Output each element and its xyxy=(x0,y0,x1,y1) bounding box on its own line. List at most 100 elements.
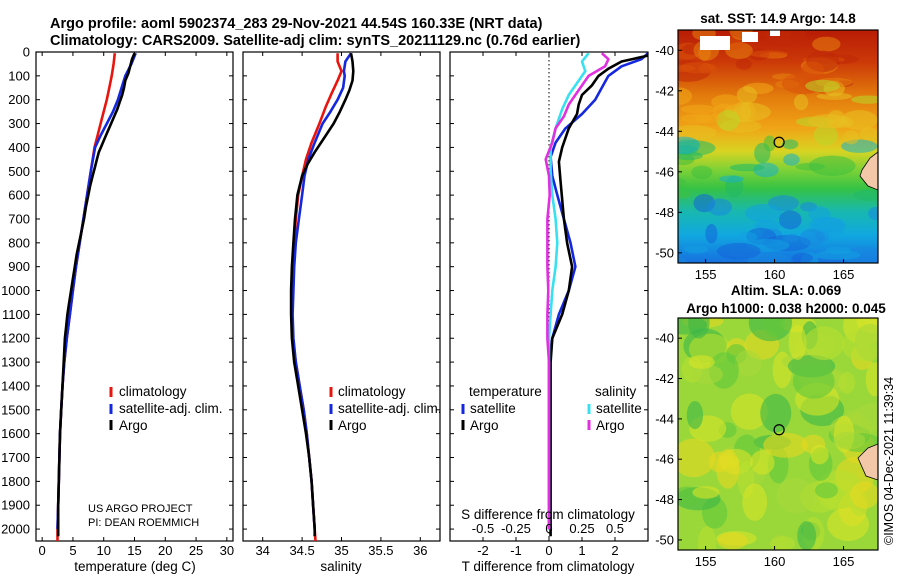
sst-texture xyxy=(736,86,758,104)
legend-label-t-argo: Argo xyxy=(470,418,499,433)
sla-texture xyxy=(692,486,720,499)
temperature-plot xyxy=(56,52,137,541)
sst-texture xyxy=(812,36,841,52)
salinity-legend: climatology satellite-adj. clim. Argo xyxy=(329,384,442,433)
depth-tick-label: 1200 xyxy=(1,331,30,346)
sst-texture xyxy=(868,206,878,221)
sst-texture xyxy=(851,95,878,104)
difference-xlabel-top: S difference from climatology xyxy=(461,507,635,522)
sst-texture xyxy=(695,113,721,124)
depth-tick-label: 600 xyxy=(8,188,30,203)
series-s-satellite xyxy=(547,52,590,530)
sla-texture xyxy=(770,536,796,550)
series-satellite-adj-clim- xyxy=(291,52,353,530)
depth-axis: 0 100 200 300 400 500 600 700 800 900 1000 1100 1200… xyxy=(1,45,648,537)
x-tick-label: 1 xyxy=(578,543,585,558)
depth-tick-label: 2000 xyxy=(1,522,30,537)
sst-map-axes: 155 160 165 -40 -42 -44 -46 -48 -50 xyxy=(655,43,854,282)
sla-map-title-line-2: Argo h1000: 0.038 h2000: 0.045 xyxy=(686,301,886,316)
sst-texture xyxy=(719,175,745,183)
sla-texture xyxy=(750,450,775,475)
sla-texture xyxy=(797,521,817,550)
x-tick-label: 25 xyxy=(189,543,203,558)
sla-texture xyxy=(815,482,839,499)
sst-texture xyxy=(859,127,878,140)
sst-texture xyxy=(784,234,800,243)
difference-plot xyxy=(544,52,648,541)
sst-texture xyxy=(716,110,740,131)
sla-texture xyxy=(730,393,768,430)
sst-texture xyxy=(736,232,758,242)
map-y-tick-label: -46 xyxy=(655,452,674,467)
float-position-marker xyxy=(773,424,785,436)
s-tick-label: 0 xyxy=(545,521,552,536)
map-x-tick-label: 155 xyxy=(695,554,717,569)
sst-texture xyxy=(840,110,878,130)
imos-watermark: ©IMOS 04-Dec-2021 11:39:34 xyxy=(882,377,896,545)
sla-texture xyxy=(688,355,715,369)
sst-texture xyxy=(793,94,809,111)
map-y-tick-label: -44 xyxy=(655,411,674,426)
sst-texture xyxy=(729,163,765,172)
sst-texture xyxy=(678,257,688,263)
temperature-xlabel: temperature (deg C) xyxy=(74,559,196,574)
sst-map xyxy=(678,30,878,263)
x-tick-label: 34 xyxy=(255,543,269,558)
legend-label-climatology: climatology xyxy=(119,384,187,399)
sst-texture xyxy=(827,109,846,129)
sla-texture xyxy=(697,526,717,550)
x-axis-ticks: 0 5 10 15 20 25 30 34 34.5 35 35.5 36 -2 -1 0 1 2 xyxy=(39,52,619,558)
map-x-tick-label: 165 xyxy=(833,267,855,282)
map-y-tick-label: -42 xyxy=(655,83,674,98)
sst-texture xyxy=(705,223,718,244)
sst-texture xyxy=(778,210,802,230)
sst-texture xyxy=(745,204,783,223)
s-tick-label: 0.25 xyxy=(569,521,594,536)
x-tick-label: 30 xyxy=(220,543,234,558)
map-y-tick-label: -40 xyxy=(655,331,674,346)
sst-texture xyxy=(747,253,791,263)
depth-tick-label: 1500 xyxy=(1,402,30,417)
sst-texture xyxy=(843,130,860,145)
map-y-tick-label: -42 xyxy=(655,371,674,386)
sst-map-frame xyxy=(677,29,879,264)
sst-texture xyxy=(707,198,732,216)
series-t-argo xyxy=(549,53,648,537)
sla-texture xyxy=(717,532,748,550)
sst-texture xyxy=(678,87,693,105)
series-satellite-adj-clim- xyxy=(56,52,137,530)
depth-tick-label: 1400 xyxy=(1,378,30,393)
s-tick-label: 0.5 xyxy=(606,521,624,536)
sla-texture xyxy=(686,400,704,430)
figure-title-line-2: Climatology: CARS2009. Satellite-adj cli… xyxy=(50,33,580,49)
x-tick-label: 20 xyxy=(158,543,172,558)
sla-texture xyxy=(690,364,723,385)
legend-label-satellite: satellite-adj. clim. xyxy=(119,401,223,416)
depth-tick-label: 300 xyxy=(8,116,30,131)
depth-tick-label: 500 xyxy=(8,164,30,179)
s-tick-label: -0.25 xyxy=(501,521,531,536)
sst-texture xyxy=(691,165,713,180)
sst-texture xyxy=(735,58,752,70)
series-argo xyxy=(289,52,355,537)
map-y-tick-label: -50 xyxy=(655,532,674,547)
sla-texture xyxy=(854,323,878,361)
sst-texture xyxy=(799,228,825,247)
legend-title-salinity: salinity xyxy=(595,384,637,399)
sla-texture xyxy=(763,432,808,458)
sla-texture xyxy=(760,393,792,433)
sst-texture xyxy=(749,50,789,58)
series-t-satellite xyxy=(547,52,648,530)
legend-label-argo: Argo xyxy=(119,418,148,433)
sla-texture xyxy=(792,364,835,399)
depth-tick-label: 900 xyxy=(8,259,30,274)
legend-title-temperature: temperature xyxy=(469,384,542,399)
x-tick-label: 35 xyxy=(334,543,348,558)
map-y-tick-label: -44 xyxy=(655,124,674,139)
map-y-tick-label: -46 xyxy=(655,164,674,179)
x-tick-label: 36 xyxy=(413,543,427,558)
sla-map xyxy=(678,318,878,550)
x-tick-label: 35.5 xyxy=(368,543,393,558)
depth-tick-label: 400 xyxy=(8,140,30,155)
